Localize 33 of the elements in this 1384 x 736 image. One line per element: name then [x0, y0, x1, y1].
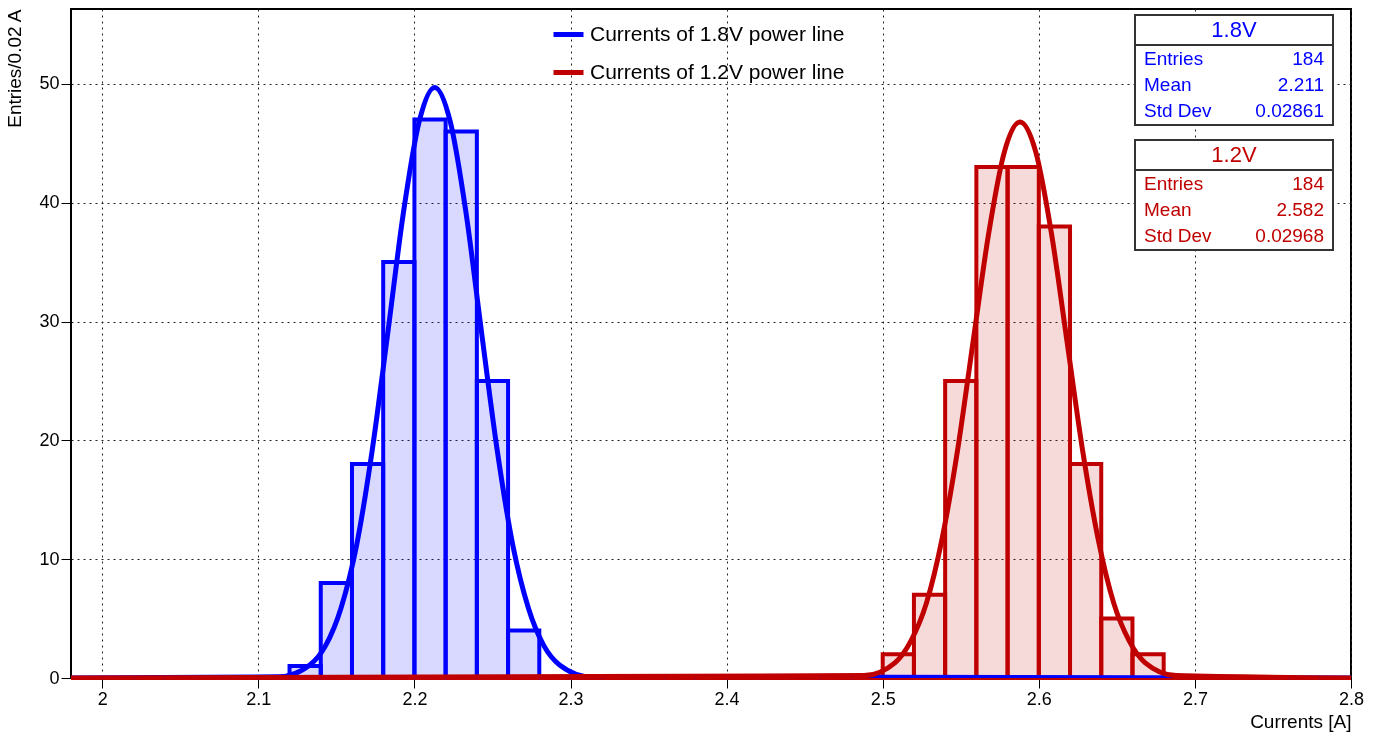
y-tick-label: 50 — [39, 73, 60, 94]
annotation: Std Dev — [1144, 225, 1212, 247]
annotation: Std Dev — [1144, 100, 1212, 122]
x-tick-label: 2.6 — [1026, 688, 1052, 709]
y-tick-label: 20 — [39, 429, 60, 450]
annotation: Mean — [1144, 74, 1192, 96]
y-tick-label: 40 — [39, 192, 60, 213]
annotation: Entries — [1144, 173, 1204, 195]
annotation: Entries — [1144, 48, 1204, 70]
x-tick-label: 2 — [97, 688, 108, 709]
y-tick-label: 0 — [49, 667, 60, 688]
annotation: 2.211 — [1277, 74, 1324, 96]
x-tick-label: 2.2 — [402, 688, 428, 709]
y-tick-label: 10 — [39, 548, 60, 569]
annotation: Mean — [1144, 199, 1192, 221]
annotation: 184 — [1292, 173, 1324, 195]
annotation: 1.8V — [1136, 16, 1332, 46]
annotation: 0.02968 — [1255, 225, 1324, 247]
x-tick-label: 2.4 — [714, 688, 740, 709]
annotation: 2.582 — [1276, 199, 1324, 221]
annotation: 1.2V — [1136, 141, 1332, 171]
annotation: 184 — [1292, 48, 1324, 70]
annotation: 0.02861 — [1255, 100, 1324, 122]
x-tick-label: 2.3 — [558, 688, 584, 709]
legend-label: Currents of 1.8V power line — [590, 21, 845, 45]
x-tick-label: 2.5 — [870, 688, 896, 709]
x-tick-label: 2.7 — [1182, 688, 1208, 709]
x-axis-title: Currents [A] — [1250, 710, 1352, 732]
x-tick-label: 2.8 — [1338, 688, 1365, 709]
x-tick-label: 2.1 — [246, 688, 272, 709]
y-axis-title: Entries/0.02 A — [4, 9, 26, 128]
y-tick-label: 30 — [39, 311, 60, 332]
legend-label: Currents of 1.2V power line — [590, 59, 845, 83]
